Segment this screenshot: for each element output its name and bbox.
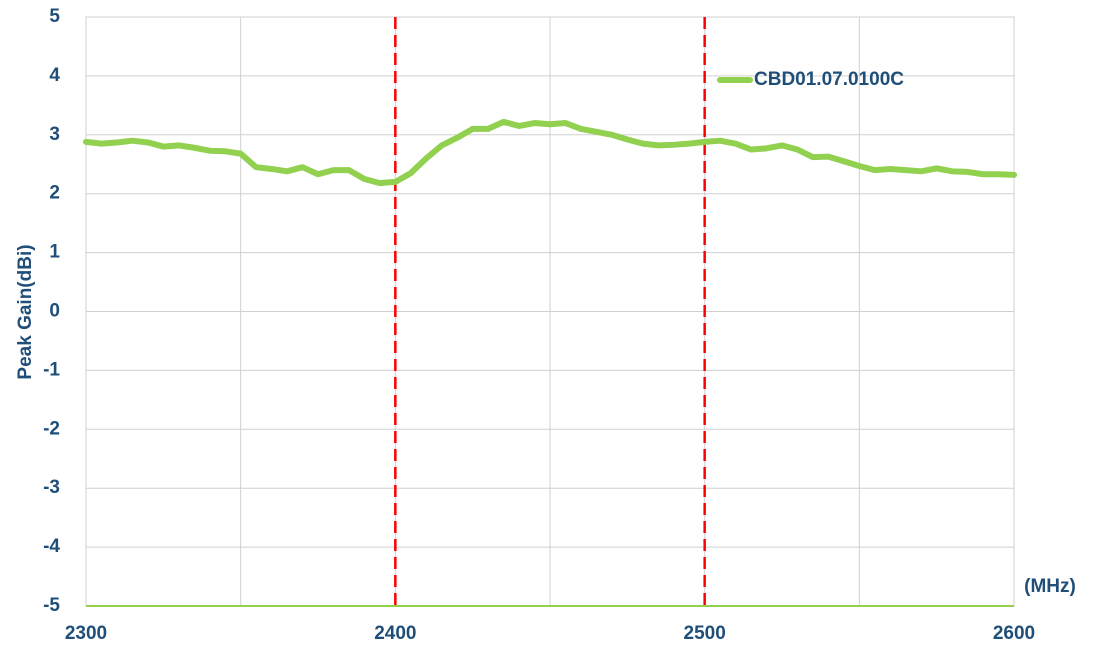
y-tick-label: 2 [49,183,60,204]
y-tick-label: -5 [43,595,60,616]
y-tick-label: 1 [49,242,60,263]
y-tick-label: -3 [43,477,60,498]
y-tick-label: 3 [49,124,60,145]
x-tick-label: 2400 [374,623,416,644]
x-axis-label: (MHz) [1024,576,1076,597]
y-tick-label: 5 [49,6,60,27]
x-tick-label: 2600 [993,623,1035,644]
y-tick-label: -1 [43,359,60,380]
x-tick-label: 2500 [684,623,726,644]
y-tick-label: -2 [43,418,60,439]
data-line [83,118,1017,187]
y-tick-label: -4 [43,536,60,557]
y-tick-label: 0 [49,301,60,322]
y-tick-label: 4 [49,65,60,86]
y-axis-label: Peak Gain(dBi) [15,244,36,379]
legend-label: CBD01.07.0100C [754,69,904,90]
x-tick-label: 2300 [65,623,107,644]
